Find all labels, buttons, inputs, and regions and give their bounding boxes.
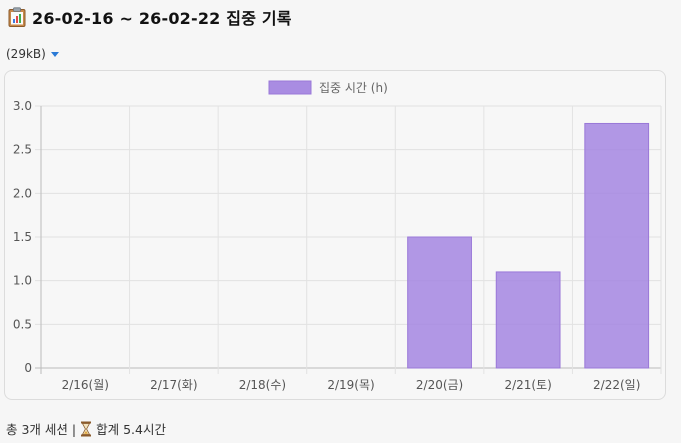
y-tick-label: 1.5 [13, 230, 32, 244]
clipboard-chart-icon [8, 7, 26, 27]
hourglass-icon [81, 421, 92, 436]
total-hours: 합계 5.4시간 [96, 422, 166, 437]
y-tick-label: 0.5 [13, 317, 32, 331]
y-tick-label: 1.0 [13, 274, 32, 288]
summary-footer: 총 3개 세션 | 합계 5.4시간 [6, 419, 166, 438]
legend-label: 집중 시간 (h) [319, 81, 388, 95]
x-tick-label: 2/21(토) [504, 378, 551, 392]
chart-card: 0 0.5 1.0 1.5 2.0 2.5 3.0 2/16(월) 2/17(화) 2/18(수)… [4, 70, 666, 400]
x-tick-label: 2/22(일) [593, 378, 640, 392]
x-tick-label: 2/16(월) [62, 378, 109, 392]
y-tick-label: 2.5 [13, 143, 32, 157]
file-size-label: (29kB) [6, 47, 46, 61]
x-tick-label: 2/20(금) [416, 378, 463, 392]
page-title: 26-02-16 ~ 26-02-22 집중 기록 [32, 9, 292, 28]
bar [584, 122, 650, 369]
x-tick-label: 2/17(화) [150, 378, 197, 392]
y-tick-label: 3.0 [13, 99, 32, 113]
x-tick-label: 2/18(수) [239, 378, 286, 392]
page-header: 26-02-16 ~ 26-02-22 집중 기록 [8, 4, 292, 30]
x-tick-label: 2/19(목) [327, 378, 374, 392]
bar [407, 236, 472, 369]
y-tick-label: 0 [24, 361, 32, 375]
legend-swatch [268, 80, 312, 95]
caret-down-icon[interactable] [50, 52, 59, 57]
focus-time-bar-chart: 0 0.5 1.0 1.5 2.0 2.5 3.0 2/16(월) 2/17(화) 2/18(수)… [13, 80, 662, 392]
session-count: 총 3개 세션 | [6, 422, 77, 437]
y-tick-label: 2.0 [13, 186, 32, 200]
bar [495, 271, 561, 369]
file-size-row[interactable]: (29kB) [6, 47, 59, 61]
